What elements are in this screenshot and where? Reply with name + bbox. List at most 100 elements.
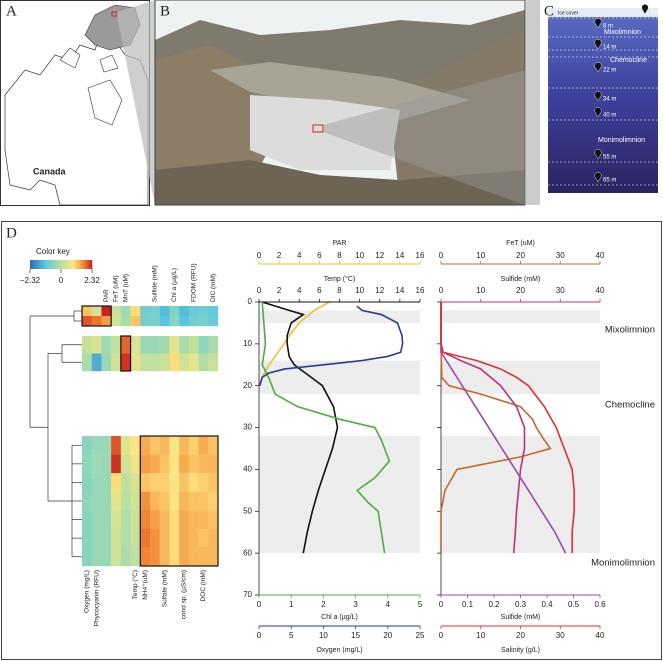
heatmap-cell bbox=[82, 510, 92, 530]
column-label: Chl a (µg/L) bbox=[171, 268, 178, 302]
x-tick-label: 30 bbox=[556, 631, 565, 640]
heatmap-cell bbox=[91, 336, 102, 354]
heatmap-cell bbox=[140, 336, 151, 354]
heatmap-cell bbox=[111, 454, 122, 474]
heatmap-cell bbox=[111, 547, 122, 567]
heatmap-cell bbox=[208, 510, 219, 530]
heatmap-cell bbox=[111, 336, 122, 354]
heatmap-cell bbox=[198, 528, 209, 548]
station-marker bbox=[312, 124, 324, 133]
x-axis-title: Chl a (µg/L) bbox=[321, 614, 358, 621]
heatmap-cell bbox=[82, 353, 92, 372]
zone-label: Mixolimnion bbox=[604, 29, 641, 36]
column-label: Sulfide (mM) bbox=[152, 265, 159, 302]
heatmap-cell bbox=[101, 353, 112, 372]
zone-label: Monimolimnion bbox=[598, 137, 645, 144]
heatmap-cell bbox=[198, 336, 209, 354]
colorbar-cell bbox=[70, 260, 73, 269]
x-tick-label: 2 bbox=[277, 251, 282, 260]
y-tick-label: 70 bbox=[243, 590, 252, 599]
x-tick-label: 0.6 bbox=[594, 600, 606, 609]
zone-band bbox=[259, 435, 420, 554]
pin bbox=[641, 4, 649, 15]
heatmap-cell bbox=[169, 528, 180, 548]
zone-label: Chemocline bbox=[610, 57, 647, 64]
heatmap-cell bbox=[188, 491, 199, 511]
heatmap-cell bbox=[179, 547, 190, 567]
heatmap-cell bbox=[159, 510, 170, 530]
heatmap-cell bbox=[208, 336, 219, 354]
heatmap-cell bbox=[169, 436, 180, 455]
x-tick-label: 30 bbox=[556, 251, 565, 260]
heatmap-cell bbox=[140, 491, 151, 511]
column-label: DIC (mM) bbox=[210, 274, 217, 302]
colorbar-title: Color key bbox=[36, 247, 70, 256]
heatmap-cell bbox=[179, 306, 190, 317]
heatmap-cell bbox=[120, 306, 131, 317]
colorbar-cell bbox=[40, 260, 43, 269]
heatmap-cell bbox=[188, 528, 199, 548]
x-tick-label: 10 bbox=[476, 631, 485, 640]
colorbar-cell bbox=[74, 260, 77, 269]
x-tick-label: 8 bbox=[337, 251, 342, 260]
heatmap-cell bbox=[188, 306, 199, 317]
heatmap-cell bbox=[150, 473, 160, 492]
x-axis-title: Sulfide (mM) bbox=[501, 276, 541, 283]
lake bbox=[250, 95, 400, 170]
heatmap-cell bbox=[150, 336, 160, 354]
pin bbox=[594, 172, 602, 183]
heatmap-cell bbox=[120, 316, 131, 327]
column-label: cond sp. (µS/cm) bbox=[181, 570, 188, 619]
heatmap-cell bbox=[198, 473, 209, 492]
heatmap-cell bbox=[208, 316, 219, 327]
column-label: Temp (°C) bbox=[131, 570, 139, 599]
x-tick-label: 0 bbox=[439, 631, 444, 640]
heatmap-cell bbox=[130, 306, 141, 317]
heatmap-cell bbox=[101, 510, 112, 530]
heatmap-cell bbox=[159, 436, 170, 455]
heatmap-cell bbox=[150, 306, 160, 317]
water-column bbox=[548, 8, 658, 193]
colorbar-cell bbox=[90, 260, 93, 269]
heatmap-cell bbox=[120, 336, 131, 354]
column-label: DOC (mM) bbox=[200, 570, 207, 601]
heatmap-cell bbox=[91, 547, 102, 567]
colorbar-cell bbox=[61, 260, 63, 269]
ice-layer bbox=[548, 8, 658, 17]
heatmap-cell bbox=[111, 436, 122, 455]
colorbar-cell bbox=[51, 260, 54, 269]
column-label: Oxygen (mg/L) bbox=[84, 570, 91, 613]
y-tick-label: 50 bbox=[243, 506, 252, 515]
heatmap-cell bbox=[179, 353, 190, 372]
heatmap-cell bbox=[169, 306, 180, 317]
country-label: Canada bbox=[33, 166, 67, 176]
x-tick-label: 0 bbox=[439, 251, 444, 260]
heatmap-cell bbox=[82, 306, 92, 317]
heatmap-cell bbox=[208, 454, 219, 474]
heatmap-cell bbox=[140, 510, 151, 530]
x-tick-label: 3 bbox=[353, 600, 358, 609]
foreground bbox=[155, 160, 525, 205]
heatmap-cell bbox=[208, 547, 219, 567]
mid-ridge bbox=[210, 62, 470, 120]
heatmap-cell bbox=[101, 454, 112, 474]
heatmap-cell bbox=[130, 491, 141, 511]
colorbar-cell bbox=[39, 260, 42, 269]
heatmap-cell bbox=[159, 473, 170, 492]
heatmap-cell bbox=[159, 528, 170, 548]
x-tick-label: 20 bbox=[383, 631, 392, 640]
colorbar-cell bbox=[54, 260, 57, 269]
heatmap-cell bbox=[140, 473, 151, 492]
heatmap-cell bbox=[91, 454, 102, 474]
x-tick-label: 0 bbox=[257, 286, 262, 295]
column-label: NH4⁺(uM) bbox=[142, 570, 149, 600]
heatmap-cell bbox=[150, 454, 160, 474]
heatmap-cell bbox=[120, 491, 131, 511]
pin bbox=[594, 18, 602, 29]
profile-line bbox=[261, 301, 391, 554]
heatmap-cell bbox=[169, 473, 180, 492]
column-label: MnT (uM) bbox=[122, 274, 129, 302]
cluster-box bbox=[139, 435, 219, 567]
heatmap-cell bbox=[140, 454, 151, 474]
colorbar-cell bbox=[47, 260, 49, 269]
